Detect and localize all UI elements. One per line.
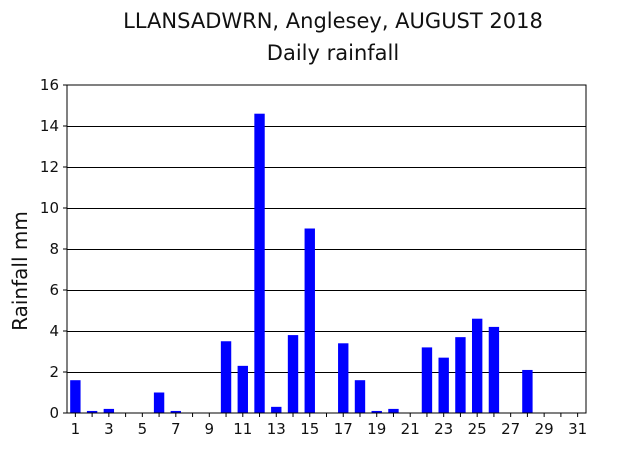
- y-tick-label-0: 0: [49, 404, 59, 422]
- bar-day-20: [388, 408, 399, 413]
- x-tick-label-11: 11: [233, 420, 252, 438]
- x-tick-label-27: 27: [501, 420, 520, 438]
- x-tick-label-9: 9: [205, 420, 215, 438]
- bar-day-23: [438, 357, 449, 413]
- bar-day-25: [471, 318, 483, 413]
- bar-day-24: [455, 337, 466, 413]
- y-tick-label-16: 16: [40, 76, 59, 94]
- x-tick-label-7: 7: [171, 420, 181, 438]
- bar-day-3: [103, 408, 115, 413]
- bar-day-17: [338, 343, 349, 413]
- y-tick-label-8: 8: [49, 240, 59, 258]
- chart-title: LLANSADWRN, Anglesey, AUGUST 2018: [123, 9, 543, 33]
- y-axis-ticks: 0 2 4 6 8 10 12 14 16: [40, 76, 67, 422]
- x-tick-label-23: 23: [434, 420, 453, 438]
- bar-day-26: [488, 326, 500, 413]
- y-tick-label-6: 6: [49, 281, 59, 299]
- x-tick-label-21: 21: [401, 420, 420, 438]
- x-tick-label-15: 15: [300, 420, 319, 438]
- bar-day-15: [304, 228, 315, 413]
- x-tick-label-3: 3: [104, 420, 114, 438]
- bar-day-11: [237, 365, 248, 413]
- gridlines: [67, 126, 586, 373]
- bar-day-2: [86, 410, 98, 413]
- y-tick-label-10: 10: [40, 199, 59, 217]
- x-tick-label-19: 19: [367, 420, 386, 438]
- bar-day-6: [153, 392, 165, 413]
- y-axis-label: Rainfall mm: [8, 211, 32, 331]
- y-tick-label-2: 2: [49, 363, 59, 381]
- x-tick-label-29: 29: [535, 420, 554, 438]
- x-tick-label-5: 5: [138, 420, 148, 438]
- x-tick-label-17: 17: [334, 420, 353, 438]
- y-tick-label-14: 14: [40, 117, 59, 135]
- y-tick-label-4: 4: [49, 322, 59, 340]
- bars: [70, 113, 533, 413]
- chart-subtitle: Daily rainfall: [266, 41, 400, 65]
- bar-day-13: [271, 406, 282, 413]
- bar-day-7: [170, 410, 182, 413]
- y-tick-label-12: 12: [40, 158, 59, 176]
- bar-day-10: [220, 341, 232, 413]
- bar-day-12: [254, 113, 265, 413]
- bar-day-14: [287, 335, 299, 413]
- x-tick-label-1: 1: [71, 420, 81, 438]
- bar-day-1: [70, 380, 81, 413]
- bar-day-18: [354, 380, 366, 413]
- x-tick-label-13: 13: [267, 420, 286, 438]
- bar-day-22: [421, 347, 433, 413]
- bar-day-19: [371, 410, 382, 413]
- x-tick-label-25: 25: [468, 420, 487, 438]
- bar-day-28: [522, 369, 533, 413]
- x-tick-label-31: 31: [568, 420, 587, 438]
- x-axis-ticks: 1 3 5 7 9 11 13 15 17 19 21 23 25 27 29 31: [71, 413, 587, 438]
